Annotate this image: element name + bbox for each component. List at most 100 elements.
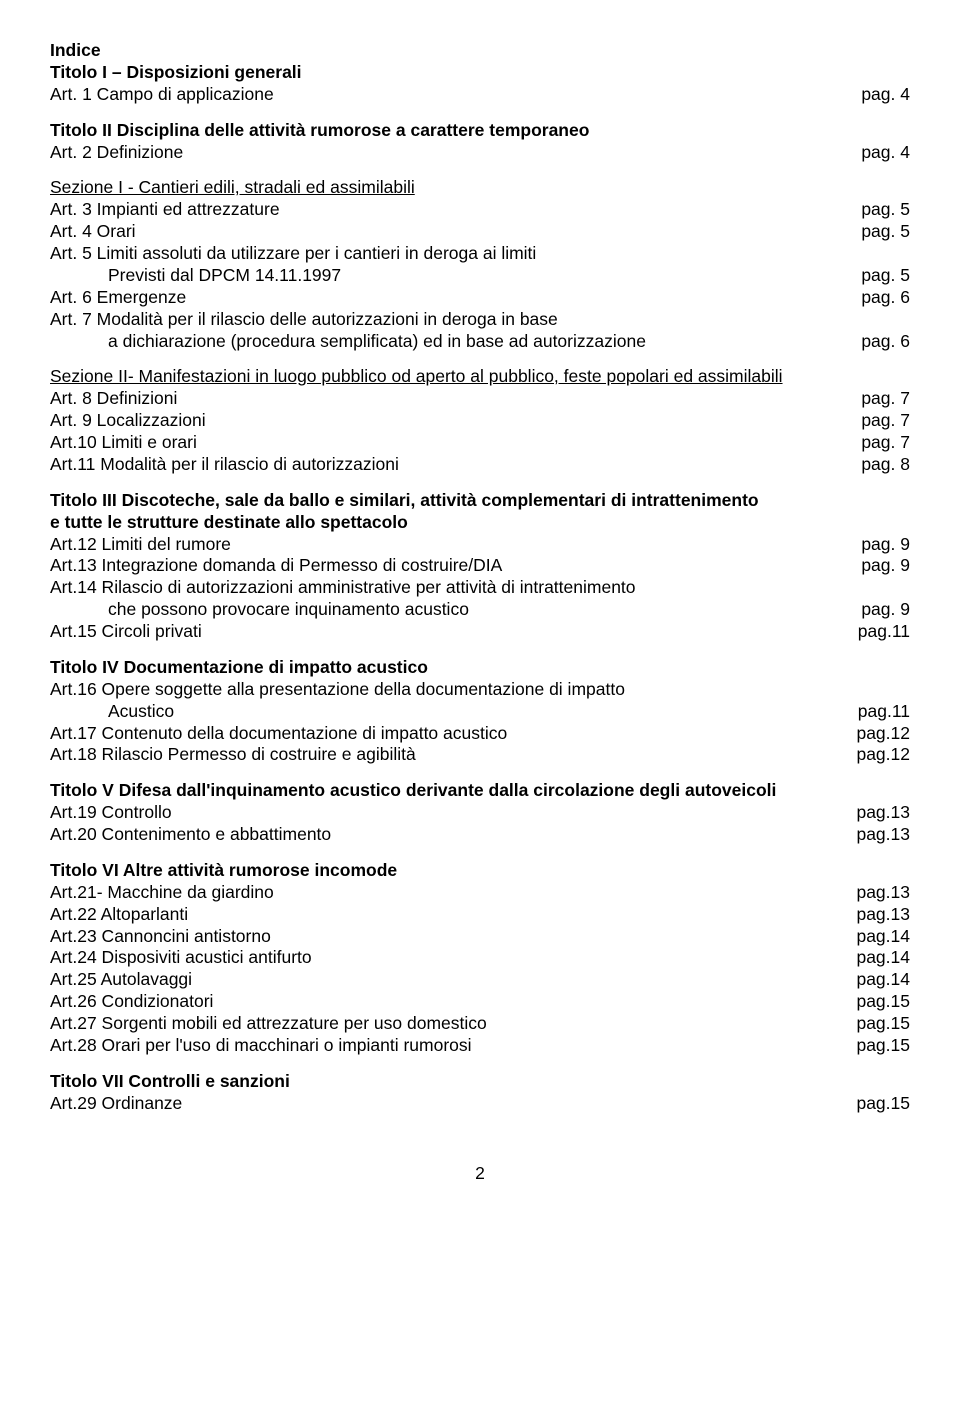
toc-entry: Art. 3 Impianti ed attrezzature pag. 5 (50, 199, 910, 221)
toc-page: pag.14 (848, 947, 910, 969)
toc-entry: Art.28 Orari per l'uso di macchinari o i… (50, 1035, 910, 1057)
toc-entry: Art. 8 Definizioni pag. 7 (50, 388, 910, 410)
titolo7-title: Titolo VII Controlli e sanzioni (50, 1071, 910, 1093)
toc-entry: Art.11 Modalità per il rilascio di autor… (50, 454, 910, 476)
toc-entry: Art. 9 Localizzazioni pag. 7 (50, 410, 910, 432)
toc-text: Acustico (108, 701, 850, 723)
toc-text: Art.21- Macchine da giardino (50, 882, 848, 904)
toc-entry: Art.24 Disposiviti acustici antifurtopag… (50, 947, 910, 969)
toc-page: pag.15 (848, 1035, 910, 1057)
toc-page: pag.14 (848, 969, 910, 991)
toc-text: Art.18 Rilascio Permesso di costruire e … (50, 744, 848, 766)
toc-text: Art.16 Opere soggette alla presentazione… (50, 679, 910, 701)
toc-entry: Art.17 Contenuto della documentazione di… (50, 723, 910, 745)
toc-text: Art.26 Condizionatori (50, 991, 848, 1013)
toc-text: Art.12 Limiti del rumore (50, 534, 853, 556)
document-page: Indice Titolo I – Disposizioni generali … (0, 0, 960, 1244)
toc-page: pag. 7 (853, 432, 910, 454)
toc-page: pag. 4 (853, 84, 910, 106)
sezione2-title: Sezione II- Manifestazioni in luogo pubb… (50, 366, 910, 388)
toc-text: Art.29 Ordinanze (50, 1093, 848, 1115)
sezione1-title: Sezione I - Cantieri edili, stradali ed … (50, 177, 910, 199)
toc-page: pag. 9 (853, 599, 910, 621)
toc-page: pag.15 (848, 1093, 910, 1115)
toc-page: pag. 5 (853, 265, 910, 287)
toc-entry: Art. 1 Campo di applicazione pag. 4 (50, 84, 910, 106)
toc-text: Art.25 Autolavaggi (50, 969, 848, 991)
toc-text: Art.19 Controllo (50, 802, 848, 824)
toc-page: pag.11 (850, 621, 910, 643)
titolo1-title: Titolo I – Disposizioni generali (50, 62, 910, 84)
toc-entry: Art.19 Controllo pag.13 (50, 802, 910, 824)
toc-entry: Art.12 Limiti del rumore pag. 9 (50, 534, 910, 556)
toc-page: pag. 8 (853, 454, 910, 476)
toc-text: Art.10 Limiti e orari (50, 432, 853, 454)
toc-text: Art. 8 Definizioni (50, 388, 853, 410)
toc-page: pag.12 (848, 744, 910, 766)
toc-entry-multiline: Art.16 Opere soggette alla presentazione… (50, 679, 910, 723)
toc-entry: Art.26 Condizionatoripag.15 (50, 991, 910, 1013)
toc-text: Art.13 Integrazione domanda di Permesso … (50, 555, 853, 577)
toc-entry-multiline: Art.14 Rilascio di autorizzazioni ammini… (50, 577, 910, 621)
toc-entry: Art.27 Sorgenti mobili ed attrezzature p… (50, 1013, 910, 1035)
toc-entry: Art. 2 Definizione pag. 4 (50, 142, 910, 164)
titolo5-title: Titolo V Difesa dall'inquinamento acusti… (50, 780, 910, 802)
toc-entry: Art.18 Rilascio Permesso di costruire e … (50, 744, 910, 766)
toc-page: pag. 9 (853, 534, 910, 556)
toc-page: pag.13 (848, 802, 910, 824)
toc-page: pag. 7 (853, 388, 910, 410)
toc-entry: Art.29 Ordinanze pag.15 (50, 1093, 910, 1115)
toc-text: Art.14 Rilascio di autorizzazioni ammini… (50, 577, 910, 599)
toc-page: pag.14 (848, 926, 910, 948)
titolo6-title: Titolo VI Altre attività rumorose incomo… (50, 860, 910, 882)
toc-page: pag.13 (848, 882, 910, 904)
toc-text: Art.28 Orari per l'uso di macchinari o i… (50, 1035, 848, 1057)
toc-entry: Art.13 Integrazione domanda di Permesso … (50, 555, 910, 577)
toc-entry: Art.10 Limiti e orari pag. 7 (50, 432, 910, 454)
toc-entry: Art.22 Altoparlantipag.13 (50, 904, 910, 926)
toc-text: Art.17 Contenuto della documentazione di… (50, 723, 848, 745)
toc-text: Art.20 Contenimento e abbattimento (50, 824, 848, 846)
toc-entry-multiline: Art. 5 Limiti assoluti da utilizzare per… (50, 243, 910, 287)
toc-text: Art.27 Sorgenti mobili ed attrezzature p… (50, 1013, 848, 1035)
toc-page: pag. 5 (853, 199, 910, 221)
toc-page: pag.15 (848, 991, 910, 1013)
toc-entry: Art.25 Autolavaggipag.14 (50, 969, 910, 991)
toc-text: Art.11 Modalità per il rilascio di autor… (50, 454, 853, 476)
toc-page: pag.12 (848, 723, 910, 745)
toc-entry: Art.21- Macchine da giardinopag.13 (50, 882, 910, 904)
toc-page: pag.15 (848, 1013, 910, 1035)
toc-text: Previsti dal DPCM 14.11.1997 (108, 265, 853, 287)
toc-entry-multiline: Art. 7 Modalità per il rilascio delle au… (50, 309, 910, 353)
titolo4-title: Titolo IV Documentazione di impatto acus… (50, 657, 910, 679)
toc-text: Art.24 Disposiviti acustici antifurto (50, 947, 848, 969)
toc-page: pag. 9 (853, 555, 910, 577)
indice-heading: Indice (50, 40, 910, 62)
toc-entry: Art.23 Cannoncini antistornopag.14 (50, 926, 910, 948)
toc-page: pag.13 (848, 904, 910, 926)
toc-page: pag. 5 (853, 221, 910, 243)
toc-page: pag. 4 (853, 142, 910, 164)
toc-text: che possono provocare inquinamento acust… (108, 599, 853, 621)
toc-page: pag. 7 (853, 410, 910, 432)
toc-text: Art. 5 Limiti assoluti da utilizzare per… (50, 243, 910, 265)
toc-page: pag. 6 (853, 331, 910, 353)
toc-text: Art. 9 Localizzazioni (50, 410, 853, 432)
toc-text: a dichiarazione (procedura semplificata)… (108, 331, 853, 353)
toc-entry: Art.15 Circoli privati pag.11 (50, 621, 910, 643)
toc-text: Art.22 Altoparlanti (50, 904, 848, 926)
toc-text: Art.23 Cannoncini antistorno (50, 926, 848, 948)
toc-page: pag.11 (850, 701, 910, 723)
page-number: 2 (50, 1163, 910, 1185)
toc-entry: Art.20 Contenimento e abbattimento pag.1… (50, 824, 910, 846)
toc-text: Art. 7 Modalità per il rilascio delle au… (50, 309, 910, 331)
toc-entry: Art. 6 Emergenze pag. 6 (50, 287, 910, 309)
toc-text: Art. 4 Orari (50, 221, 853, 243)
toc-page: pag. 6 (853, 287, 910, 309)
toc-text: Art. 2 Definizione (50, 142, 853, 164)
toc-text: Art. 6 Emergenze (50, 287, 853, 309)
toc-page: pag.13 (848, 824, 910, 846)
toc-text: Art. 3 Impianti ed attrezzature (50, 199, 853, 221)
toc-entry: Art. 4 Orari pag. 5 (50, 221, 910, 243)
toc-text: Art. 1 Campo di applicazione (50, 84, 853, 106)
